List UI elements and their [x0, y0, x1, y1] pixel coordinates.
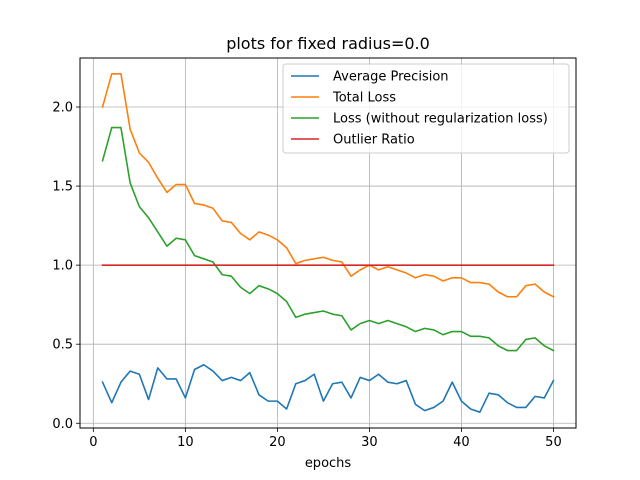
- legend-box: [282, 63, 570, 154]
- x-tick-label: 0: [89, 435, 97, 450]
- series-line-1: [101, 73, 555, 298]
- y-tick-label: 2.0: [52, 101, 73, 116]
- legend-label: Loss (without regularization loss): [333, 112, 548, 127]
- y-tick-label: 1.0: [52, 259, 73, 274]
- x-tick-label: 20: [269, 435, 286, 450]
- y-tick-label: 0.0: [52, 417, 73, 432]
- x-tick-label: 50: [545, 435, 562, 450]
- axis-ticks: 0 10 20 30 40 50 0.0 0.5 1.0 1.5 2.0: [52, 101, 561, 450]
- legend-label: Average Precision: [333, 70, 449, 85]
- y-tick-label: 1.5: [52, 180, 73, 195]
- series-lines: [101, 73, 555, 413]
- series-line-2: [101, 126, 555, 352]
- legend-label: Total Loss: [332, 91, 396, 106]
- x-tick-label: 10: [177, 435, 194, 450]
- x-axis-label: epochs: [305, 456, 352, 471]
- x-tick-label: 30: [361, 435, 378, 450]
- chart-title: plots for fixed radius=0.0: [226, 34, 430, 53]
- plot-frame: [79, 57, 577, 429]
- y-tick-label: 0.5: [52, 338, 73, 353]
- legend: Average Precision Total Loss Loss (without…: [282, 63, 570, 154]
- legend-label: Outlier Ratio: [333, 133, 415, 148]
- series-line-0: [101, 363, 555, 413]
- x-tick-label: 40: [453, 435, 470, 450]
